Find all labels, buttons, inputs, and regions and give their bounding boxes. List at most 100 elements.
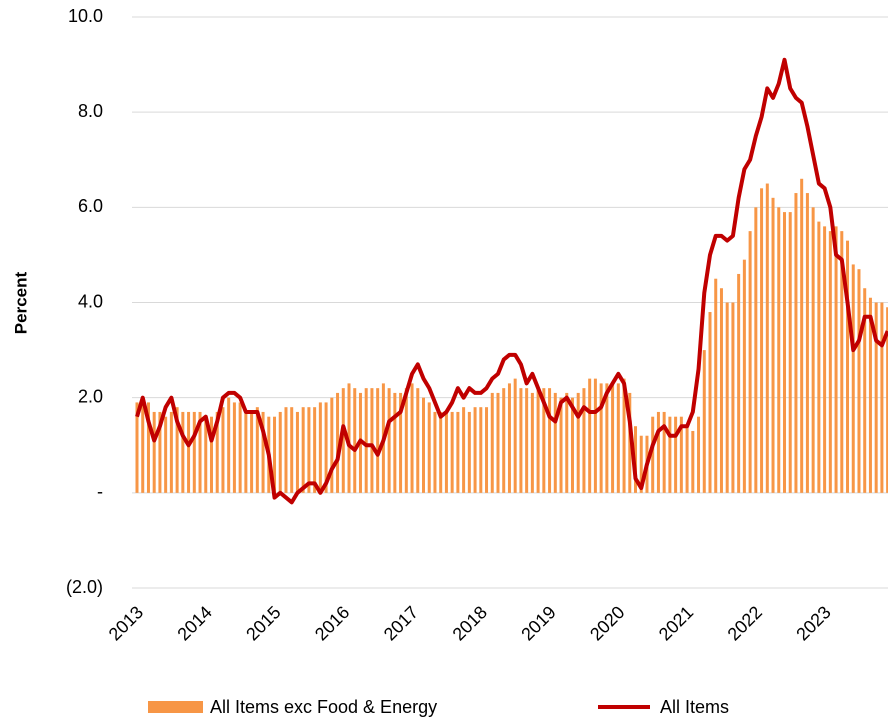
bar (886, 307, 888, 493)
bar (318, 402, 322, 493)
bar (462, 407, 466, 493)
y-tick-label: (2.0) (66, 577, 103, 597)
y-tick-label: - (97, 482, 103, 502)
y-axis-title: Percent (11, 271, 30, 334)
bar (232, 402, 236, 493)
x-tick-label: 2018 (449, 602, 491, 644)
bar (857, 269, 861, 493)
bar (221, 407, 225, 493)
bar (290, 407, 294, 493)
legend-swatch (148, 701, 203, 713)
bar (135, 402, 139, 493)
bar (576, 392, 580, 493)
bar (542, 388, 546, 493)
bar (507, 383, 511, 493)
bar (324, 402, 328, 493)
bar (530, 392, 534, 493)
y-tick-label: 4.0 (78, 291, 103, 311)
bar (181, 411, 185, 493)
bar (250, 411, 254, 493)
bar (771, 197, 775, 493)
bar (782, 212, 786, 493)
bar (582, 388, 586, 493)
bar (502, 388, 506, 493)
x-tick-label: 2019 (517, 602, 559, 644)
bar (387, 388, 391, 493)
bar (444, 411, 448, 493)
x-tick-label: 2014 (173, 602, 215, 644)
bar (725, 302, 729, 493)
bar (479, 407, 483, 493)
bar (152, 411, 156, 493)
bar (834, 226, 838, 493)
bar (198, 411, 202, 493)
bar (777, 207, 781, 493)
bar (204, 416, 208, 493)
y-tick-label: 8.0 (78, 101, 103, 121)
x-tick-label: 2022 (724, 602, 766, 644)
bar (570, 397, 574, 493)
bar (874, 302, 878, 493)
bar (227, 397, 231, 493)
bar (490, 392, 494, 493)
bar (628, 392, 632, 493)
bar (840, 231, 844, 493)
bar (765, 183, 769, 493)
bar (496, 392, 500, 493)
bar (805, 193, 809, 493)
bar (485, 407, 489, 493)
bar (519, 388, 523, 493)
bar (164, 416, 168, 493)
line (135, 57, 888, 505)
bar (559, 397, 563, 493)
bar (158, 411, 162, 493)
bar (330, 397, 334, 493)
bar (187, 411, 191, 493)
bar (794, 193, 798, 493)
bar (525, 388, 529, 493)
bar (565, 392, 569, 493)
bar (731, 302, 735, 493)
bar (307, 407, 311, 493)
bar (422, 397, 425, 493)
bar (868, 297, 872, 493)
bar (370, 388, 374, 493)
bar (450, 411, 454, 493)
bar (748, 231, 752, 493)
bar (742, 259, 746, 493)
bar (467, 411, 471, 493)
bar (553, 392, 557, 493)
bar (244, 411, 248, 493)
bar (593, 378, 597, 493)
bar (846, 240, 850, 493)
x-tick-label: 2020 (586, 602, 628, 644)
legend-label: All Items (660, 697, 729, 717)
bar (192, 411, 196, 493)
bar (823, 226, 827, 493)
bar (278, 411, 282, 493)
bar (754, 207, 758, 493)
bar (668, 416, 672, 493)
bar (513, 378, 517, 493)
bar (697, 416, 701, 493)
bar (273, 416, 277, 493)
bar (261, 411, 265, 493)
bar (215, 411, 219, 493)
bar (353, 388, 357, 493)
bar (284, 407, 288, 493)
bar (301, 407, 305, 493)
bar (536, 388, 540, 493)
bar (817, 221, 821, 493)
bar (146, 402, 150, 493)
bar (651, 416, 655, 493)
bar (364, 388, 368, 493)
bar (169, 411, 173, 493)
bar (548, 388, 552, 493)
bar (404, 388, 408, 493)
bar (863, 288, 867, 493)
bar (456, 411, 460, 493)
bar (175, 407, 179, 493)
bar (639, 435, 643, 493)
bar (811, 207, 815, 493)
